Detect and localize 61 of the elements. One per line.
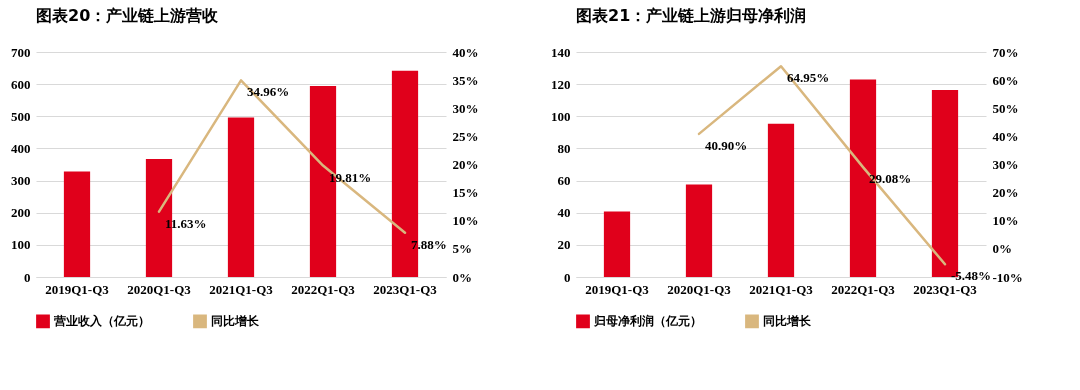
y-tick-label: 100 (11, 237, 31, 253)
x-tick-label: 2023Q1-Q3 (373, 281, 438, 297)
x-tick-label: 2023Q1-Q3 (913, 281, 978, 297)
y2-tick-label: 20% (452, 157, 479, 172)
y2-tick-label: -10% (992, 269, 1023, 285)
y2-tick-label: 50% (992, 100, 1019, 116)
y-tick-label: 600 (11, 76, 31, 92)
line-series (697, 64, 947, 266)
data-label: 34.96% (247, 84, 290, 100)
data-label: -5.48% (951, 268, 992, 284)
y2-tick-label: 35% (452, 72, 479, 88)
y-tick-label: 100 (551, 108, 571, 124)
legend-label: 同比增长 (211, 314, 260, 329)
bar (603, 211, 631, 277)
legend-label: 营业收入（亿元） (53, 314, 150, 329)
y-tick-label: 60 (557, 173, 571, 189)
y-tick-label: 200 (11, 205, 31, 221)
x-tick-label: 2022Q1-Q3 (831, 281, 896, 297)
x-tick-label: 2019Q1-Q3 (585, 281, 650, 297)
y-tick-label: 500 (11, 108, 31, 124)
data-label: 64.95% (787, 70, 830, 86)
y2-tick-label: 30% (452, 100, 479, 116)
y-tick-label: 120 (551, 76, 571, 92)
x-tick-label: 2021Q1-Q3 (749, 281, 814, 297)
x-tick-label: 2021Q1-Q3 (209, 281, 274, 297)
bar (685, 184, 713, 277)
y2-tick-label: 5% (452, 241, 472, 257)
data-label: 40.90% (705, 137, 748, 153)
y2-tick-label: 20% (992, 185, 1019, 201)
y2-tick-label: 40% (992, 128, 1019, 144)
y2-tick-label: 15% (452, 185, 479, 201)
y-tick-label: 80 (557, 140, 571, 156)
y2-tick-label: 0% (992, 241, 1012, 257)
line-series (157, 79, 407, 234)
x-tick-label: 2020Q1-Q3 (667, 281, 732, 297)
y2-tick-label: 25% (452, 128, 479, 144)
y2-tick-label: 10% (992, 213, 1019, 229)
y-tick-label: 40 (557, 205, 571, 221)
y2-tick-label: 70% (992, 44, 1019, 60)
bar (63, 171, 91, 277)
y-tick-label: 400 (11, 140, 31, 156)
bar (767, 123, 795, 277)
y-tick-label: 140 (551, 44, 571, 60)
y2-tick-label: 30% (992, 157, 1019, 172)
legend-label: 同比增长 (763, 314, 812, 329)
x-tick-label: 2019Q1-Q3 (45, 281, 110, 297)
y-tick-label: 20 (557, 237, 571, 253)
y-tick-label: 700 (11, 44, 31, 60)
legend-label: 归母净利润（亿元） (593, 314, 702, 329)
y2-tick-label: 60% (992, 72, 1019, 88)
chart-title: 图表21：产业链上游归母净利润 (576, 6, 807, 25)
y-tick-label: 300 (11, 173, 31, 189)
y2-tick-label: 0% (452, 269, 472, 285)
y-tick-label: 0 (24, 269, 31, 285)
y2-tick-label: 40% (452, 44, 479, 60)
y2-tick-label: 10% (452, 213, 479, 229)
x-tick-label: 2022Q1-Q3 (291, 281, 356, 297)
y-tick-label: 0 (564, 269, 571, 285)
chart-title: 图表20：产业链上游营收 (36, 6, 220, 25)
bar (227, 117, 255, 277)
x-tick-label: 2020Q1-Q3 (127, 281, 192, 297)
